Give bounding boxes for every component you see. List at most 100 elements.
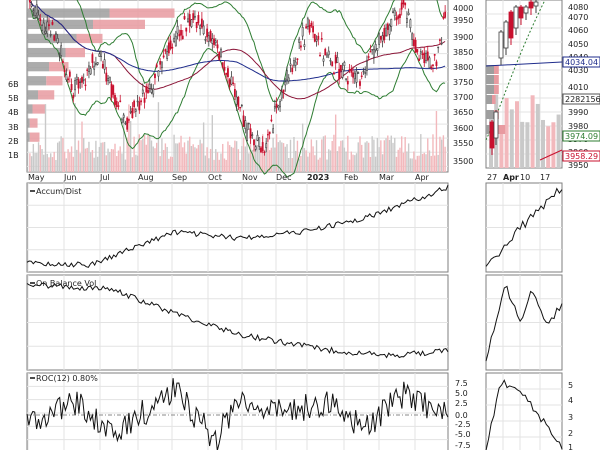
candle-body bbox=[353, 72, 356, 80]
volume-bar bbox=[237, 149, 240, 172]
volume-bar bbox=[272, 137, 274, 172]
zoom-roc-line bbox=[485, 379, 563, 450]
zoom-volume-bar bbox=[530, 95, 535, 168]
volume-bar bbox=[256, 145, 259, 172]
candle-body bbox=[228, 79, 231, 88]
zoom-volume-by-price-bar bbox=[486, 110, 494, 119]
candle-body bbox=[240, 104, 243, 107]
volume-bar bbox=[416, 155, 419, 172]
zoom-candle-body bbox=[503, 21, 509, 49]
volume-bar bbox=[407, 143, 410, 172]
candle-body bbox=[407, 12, 410, 16]
candle-body bbox=[91, 54, 94, 63]
volume-tick-label: 1B bbox=[8, 151, 19, 160]
candle-body bbox=[98, 53, 101, 57]
candle-body bbox=[230, 76, 233, 85]
candle-body bbox=[397, 15, 400, 19]
volume-bar bbox=[432, 134, 434, 172]
volume-bar bbox=[159, 156, 161, 172]
month-label: Sep bbox=[172, 173, 187, 182]
candle-body bbox=[319, 54, 321, 57]
candle-body bbox=[280, 91, 283, 99]
zoom-candle-body bbox=[528, 1, 534, 9]
candle-body bbox=[204, 39, 207, 41]
value-label-box bbox=[562, 56, 600, 68]
candle-body bbox=[287, 77, 290, 82]
volume-bar bbox=[178, 142, 180, 172]
volume-bar bbox=[182, 147, 184, 172]
candle-body bbox=[188, 14, 191, 27]
volume-bar bbox=[437, 154, 439, 172]
candle-body bbox=[294, 61, 297, 66]
volume-bar bbox=[326, 159, 328, 172]
volume-bar bbox=[329, 150, 332, 172]
volume-by-price-bar bbox=[109, 8, 175, 18]
volume-bar bbox=[364, 142, 366, 172]
volume-bar bbox=[112, 149, 114, 172]
roc-tick-label: -7.5 bbox=[455, 441, 471, 450]
candle-body bbox=[341, 69, 344, 78]
volume-bar bbox=[248, 153, 250, 172]
volume-bar bbox=[239, 159, 241, 172]
candle-body bbox=[350, 68, 353, 73]
volume-bar bbox=[173, 134, 175, 172]
volume-by-price-bar bbox=[27, 62, 49, 72]
volume-bar bbox=[76, 149, 78, 172]
volume-bar bbox=[206, 147, 208, 172]
roc-tick-label: -5.0 bbox=[455, 430, 471, 439]
volume-bar bbox=[394, 137, 396, 172]
price-gridlines bbox=[27, 0, 448, 172]
volume-bar bbox=[91, 150, 94, 172]
volume-bar bbox=[83, 137, 85, 172]
zoom-volume-by-price-bar bbox=[494, 75, 499, 84]
volume-bar bbox=[187, 140, 189, 172]
zoom-tick-label: 4080 bbox=[568, 3, 588, 12]
volume-bar bbox=[418, 155, 420, 172]
candle-body bbox=[270, 119, 273, 122]
volume-bar bbox=[46, 153, 48, 172]
candle-body bbox=[122, 114, 125, 118]
volume-bar bbox=[249, 134, 252, 172]
month-label: Jul bbox=[99, 173, 110, 182]
candle-body bbox=[89, 68, 92, 75]
volume-by-price-bar bbox=[27, 19, 93, 30]
candle-body bbox=[442, 16, 445, 19]
candle-body bbox=[235, 96, 238, 105]
volume-bar bbox=[366, 141, 368, 172]
candle-body bbox=[75, 76, 78, 81]
volume-bar bbox=[74, 103, 76, 172]
volume-bar bbox=[81, 121, 83, 172]
accum-dist-panel: Accum/Dist bbox=[26, 182, 449, 273]
volume-bar bbox=[354, 155, 356, 172]
volume-by-price-bar bbox=[27, 90, 38, 100]
volume-bar bbox=[244, 146, 247, 172]
candle-body bbox=[239, 106, 242, 109]
volume-bar bbox=[345, 151, 347, 172]
zoom-volume-bar bbox=[546, 126, 551, 168]
volume-bar bbox=[263, 149, 266, 172]
month-label: Apr bbox=[415, 173, 430, 182]
volume-bar bbox=[161, 138, 163, 172]
zoom-date-label: Apr bbox=[503, 173, 519, 182]
candle-body bbox=[303, 44, 306, 47]
candle-body bbox=[161, 61, 163, 69]
volume-bar bbox=[211, 115, 214, 172]
candle-body bbox=[101, 63, 104, 69]
zoom-volume-bar bbox=[515, 101, 519, 168]
candle-body bbox=[369, 51, 372, 53]
volume-bar bbox=[117, 150, 120, 172]
volume-by-price-bar bbox=[27, 33, 77, 44]
volume-bar bbox=[67, 149, 69, 172]
volume-bar bbox=[423, 152, 425, 172]
volume-bar bbox=[402, 152, 405, 172]
zoom-volume-by-price-bar bbox=[494, 65, 499, 74]
candle-body bbox=[147, 89, 149, 93]
candle-body bbox=[103, 59, 106, 70]
volume-bar bbox=[439, 136, 441, 172]
zoom-volume-bar bbox=[520, 121, 525, 168]
volume-bar bbox=[336, 151, 339, 172]
volume-bar bbox=[185, 153, 187, 172]
candle-body bbox=[63, 70, 66, 73]
candle-body bbox=[266, 134, 269, 136]
month-label: May bbox=[28, 173, 45, 182]
